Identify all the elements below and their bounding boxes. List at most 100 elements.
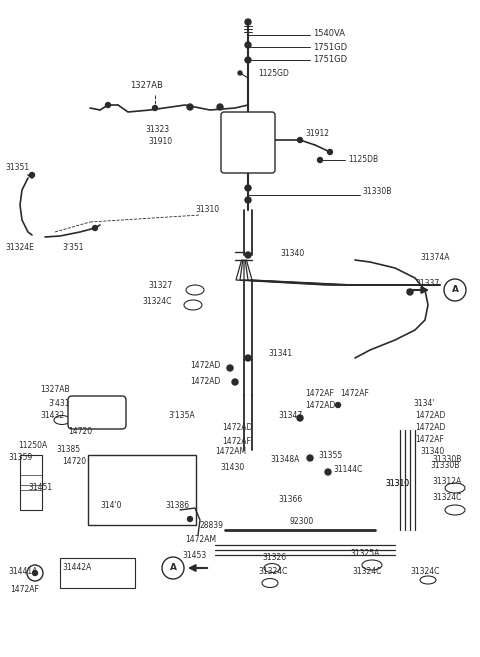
Text: 31451: 31451	[28, 484, 52, 493]
Text: 31144C: 31144C	[333, 466, 362, 474]
Circle shape	[232, 379, 238, 385]
Text: 31347: 31347	[278, 411, 302, 420]
Circle shape	[307, 455, 313, 461]
Circle shape	[238, 71, 242, 75]
Text: 31310: 31310	[385, 478, 409, 487]
Text: 3'351: 3'351	[62, 244, 84, 252]
Circle shape	[187, 104, 193, 110]
Circle shape	[298, 137, 302, 143]
Text: 31337: 31337	[415, 279, 439, 288]
Text: 3'431: 3'431	[48, 399, 70, 407]
Text: 31441A: 31441A	[8, 568, 37, 576]
Text: 31324C: 31324C	[432, 493, 461, 501]
Text: 3'135A: 3'135A	[168, 411, 195, 420]
Text: 31330B: 31330B	[432, 455, 461, 464]
Circle shape	[188, 516, 192, 522]
Text: 31430: 31430	[220, 463, 244, 472]
Circle shape	[297, 415, 303, 421]
Text: 31442A: 31442A	[62, 564, 91, 572]
Circle shape	[153, 106, 157, 110]
Bar	[88, 455, 196, 525]
Text: 31386: 31386	[165, 501, 189, 509]
Text: 1472AM: 1472AM	[215, 447, 246, 457]
Text: 1472AD: 1472AD	[305, 401, 336, 409]
Text: 314'0: 314'0	[100, 501, 121, 509]
Text: 31910: 31910	[148, 137, 172, 147]
Text: 1472AD: 1472AD	[190, 361, 220, 369]
Text: 1751GD: 1751GD	[313, 55, 347, 64]
Text: 1472AD: 1472AD	[222, 424, 252, 432]
Text: 31324C: 31324C	[258, 568, 288, 576]
Text: 31355: 31355	[318, 451, 342, 459]
Circle shape	[93, 225, 97, 231]
Text: 28839: 28839	[200, 520, 224, 530]
Text: 31326: 31326	[262, 553, 286, 562]
Text: 31340: 31340	[420, 447, 444, 457]
Text: 31327: 31327	[148, 281, 172, 290]
Text: 1472AF: 1472AF	[10, 585, 39, 595]
Circle shape	[245, 42, 251, 48]
Text: 31312A: 31312A	[432, 476, 461, 486]
Circle shape	[245, 197, 251, 203]
Text: 1472AF: 1472AF	[305, 388, 334, 397]
Circle shape	[33, 570, 37, 576]
Text: 1540VA: 1540VA	[313, 30, 345, 39]
Circle shape	[227, 365, 233, 371]
Circle shape	[336, 403, 340, 407]
Text: 1472AF: 1472AF	[222, 436, 251, 445]
Text: A: A	[452, 286, 458, 294]
Text: 31310: 31310	[385, 478, 409, 487]
Text: A: A	[169, 564, 177, 572]
Circle shape	[245, 19, 251, 25]
Text: 31351: 31351	[5, 164, 29, 173]
Circle shape	[245, 57, 251, 63]
Text: 31912: 31912	[305, 129, 329, 137]
Text: 31385: 31385	[56, 445, 80, 455]
Circle shape	[245, 185, 251, 191]
Text: 31366: 31366	[278, 495, 302, 505]
Text: 31330B: 31330B	[362, 187, 391, 196]
Text: 31310: 31310	[195, 206, 219, 214]
Circle shape	[317, 158, 323, 162]
Circle shape	[407, 289, 413, 295]
Text: 31324E: 31324E	[5, 244, 34, 252]
Circle shape	[217, 104, 223, 110]
Text: 31453: 31453	[182, 551, 206, 560]
Text: 1125GD: 1125GD	[258, 68, 289, 78]
Text: 1472AD: 1472AD	[415, 411, 445, 420]
Text: 1472AF: 1472AF	[340, 388, 369, 397]
Text: 31348A: 31348A	[270, 455, 300, 464]
Text: 31324C: 31324C	[142, 298, 171, 307]
Bar	[60, 558, 135, 588]
Circle shape	[106, 102, 110, 108]
Text: 1125DB: 1125DB	[348, 156, 378, 164]
Text: 11250A: 11250A	[18, 440, 47, 449]
Text: 31325A: 31325A	[350, 549, 379, 558]
Text: 31341: 31341	[268, 348, 292, 357]
FancyBboxPatch shape	[221, 112, 275, 173]
Text: 1327AB: 1327AB	[130, 81, 163, 89]
Text: 31359: 31359	[8, 453, 32, 463]
Text: 1472AM: 1472AM	[185, 535, 216, 545]
Text: 1472AD: 1472AD	[415, 424, 445, 432]
Circle shape	[29, 173, 35, 177]
Text: 1327AB: 1327AB	[40, 386, 70, 394]
Text: 31340: 31340	[280, 248, 304, 258]
Text: 14720: 14720	[62, 457, 86, 466]
Text: 31324C: 31324C	[410, 568, 439, 576]
Text: 1472AF: 1472AF	[415, 436, 444, 445]
Text: 1751GD: 1751GD	[313, 43, 347, 51]
Text: 92300: 92300	[290, 518, 314, 526]
Text: 31432: 31432	[40, 411, 64, 420]
Text: 31323: 31323	[145, 125, 169, 135]
Text: 31330B: 31330B	[430, 461, 459, 470]
Text: 3134': 3134'	[413, 399, 434, 407]
Bar	[20, 455, 42, 510]
Circle shape	[245, 252, 251, 258]
Text: 1472AD: 1472AD	[190, 378, 220, 386]
Text: 14720: 14720	[68, 428, 92, 436]
Circle shape	[327, 150, 333, 154]
Circle shape	[325, 469, 331, 475]
Text: 31374A: 31374A	[420, 254, 449, 263]
Circle shape	[245, 355, 251, 361]
